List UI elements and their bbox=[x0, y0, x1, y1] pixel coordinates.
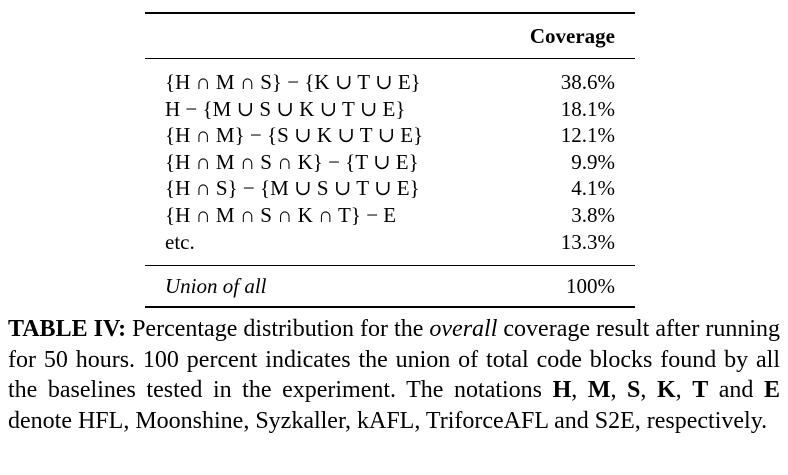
row-value: 4.1% bbox=[571, 176, 615, 201]
caption-text: coverage result after running for 50 hou… bbox=[8, 316, 780, 404]
caption-separator: , bbox=[610, 377, 628, 404]
row-value: 9.9% bbox=[571, 149, 615, 174]
table-row: H − {M ∪ S ∪ K ∪ T ∪ E} 18.1% bbox=[145, 96, 635, 123]
coverage-body: {H ∩ M ∩ S} − {K ∪ T ∪ E} 38.6% H − {M ∪… bbox=[145, 59, 635, 265]
caption-separator: , bbox=[640, 377, 657, 404]
table-row: {H ∩ S} − {M ∪ S ∪ T ∪ E} 4.1% bbox=[145, 175, 635, 202]
caption-text: Percentage distribution for the bbox=[126, 316, 430, 342]
row-label: {H ∩ M ∩ S ∩ K} − {T ∪ E} bbox=[165, 149, 419, 174]
union-value: 100% bbox=[566, 273, 615, 298]
notation-h: H bbox=[552, 377, 572, 404]
bottom-rule bbox=[145, 306, 635, 309]
caption-separator: , bbox=[571, 377, 588, 404]
table-row: etc. 13.3% bbox=[145, 229, 635, 256]
header-coverage: Coverage bbox=[529, 23, 615, 48]
table-row: {H ∩ M} − {S ∪ K ∪ T ∪ E} 12.1% bbox=[145, 122, 635, 149]
notation-m: M bbox=[587, 377, 611, 404]
row-value: 3.8% bbox=[571, 202, 615, 227]
row-label: {H ∩ M} − {S ∪ K ∪ T ∪ E} bbox=[165, 123, 424, 148]
caption-text: denote HFL, Moonshine, Syzkaller, kAFL, … bbox=[8, 407, 768, 434]
notation-t: T bbox=[692, 377, 709, 404]
row-label: etc. bbox=[165, 229, 195, 254]
union-row: Union of all 100% bbox=[145, 266, 635, 306]
coverage-grid: Coverage bbox=[145, 14, 635, 58]
caption-separator: , bbox=[675, 377, 693, 404]
union-label: Union of all bbox=[165, 273, 267, 298]
row-label: {H ∩ S} − {M ∪ S ∪ T ∪ E} bbox=[165, 176, 420, 201]
notation-k: K bbox=[656, 377, 676, 404]
header-rule bbox=[145, 58, 635, 59]
row-label: {H ∩ M ∩ S ∩ K ∩ T} − E bbox=[165, 202, 397, 227]
row-value: 18.1% bbox=[560, 96, 615, 121]
table-row: {H ∩ M ∩ S ∩ K} − {T ∪ E} 9.9% bbox=[145, 149, 635, 176]
notation-e: E bbox=[764, 377, 781, 404]
table-row: {H ∩ M ∩ S} − {K ∪ T ∪ E} 38.6% bbox=[145, 69, 635, 96]
coverage-table: Coverage {H ∩ M ∩ S} − {K ∪ T ∪ E} 38.6%… bbox=[145, 12, 635, 309]
row-value: 38.6% bbox=[560, 70, 615, 94]
table-caption: TABLE IV: Percentage distribution for th… bbox=[8, 314, 780, 436]
row-label: H − {M ∪ S ∪ K ∪ T ∪ E} bbox=[165, 96, 406, 121]
union-rule bbox=[145, 265, 635, 267]
caption-emphasis: overall bbox=[429, 316, 498, 342]
row-value: 13.3% bbox=[560, 229, 615, 254]
top-rule bbox=[145, 12, 635, 14]
row-label: {H ∩ M ∩ S} − {K ∪ T ∪ E} bbox=[165, 70, 421, 94]
row-value: 12.1% bbox=[560, 123, 615, 148]
table-header-row: Coverage bbox=[145, 14, 635, 58]
union-table: Union of all 100% bbox=[145, 266, 635, 306]
notation-s: S bbox=[627, 377, 641, 404]
table-row: {H ∩ M ∩ S ∩ K ∩ T} − E 3.8% bbox=[145, 202, 635, 229]
caption-label: TABLE IV: bbox=[8, 316, 127, 342]
caption-separator: and bbox=[708, 377, 764, 404]
